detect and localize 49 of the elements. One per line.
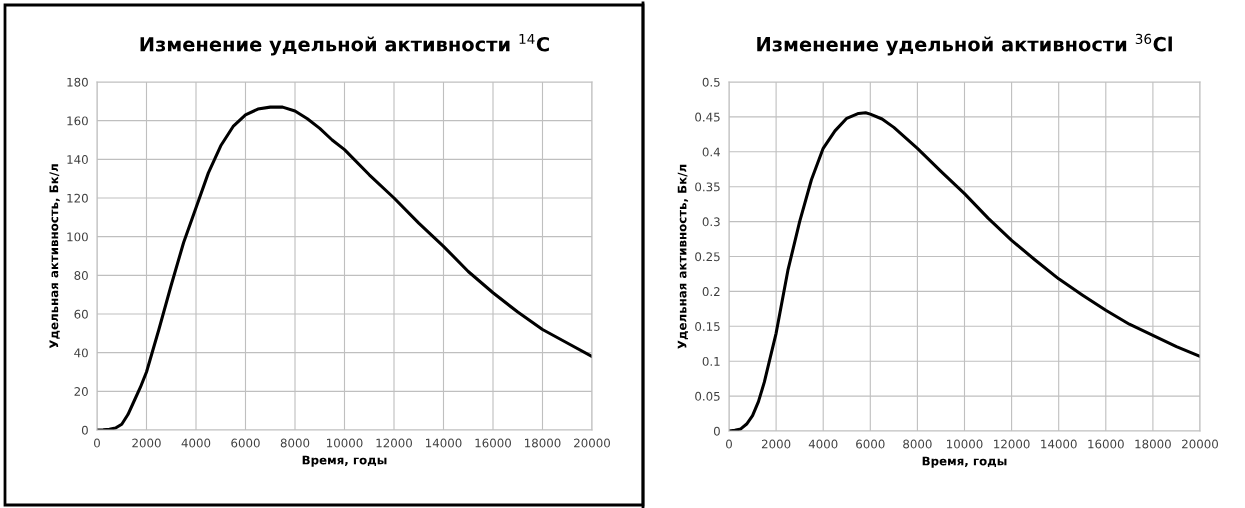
y-tick-label: 160 [67, 116, 88, 126]
chart-title: Изменение удельной активности $^{36}$Cl [757, 33, 1172, 56]
x-tick-label: 18000 [1135, 439, 1171, 449]
x-tick-label: 14000 [426, 438, 462, 448]
y-axis-title: Удельная активность, Бк/л [49, 164, 60, 349]
x-tick-label: 10000 [947, 439, 983, 449]
y-tick-label: 180 [67, 77, 88, 87]
y-tick-label: 0.35 [695, 182, 720, 192]
y-tick-label: 80 [74, 271, 88, 280]
x-tick-label: 0 [726, 439, 732, 449]
y-tick-label: 120 [67, 193, 88, 203]
y-tick-label: 60 [74, 309, 88, 319]
y-tick-label: 20 [74, 387, 88, 396]
x-tick-label: 18000 [525, 438, 561, 448]
y-axis-title: Удельная активность, Бк/л [677, 164, 689, 349]
y-tick-label: 0.45 [695, 112, 720, 122]
y-tick-label: 0.25 [695, 252, 720, 262]
y-tick-label: 100 [67, 232, 88, 242]
x-tick-label: 16000 [475, 438, 511, 448]
x-tick-label: 16000 [1088, 439, 1124, 449]
y-tick-label: 140 [67, 155, 88, 164]
x-tick-label: 6000 [231, 438, 260, 448]
y-tick-label: 0.4 [702, 147, 720, 157]
x-tick-label: 2000 [132, 438, 161, 448]
x-tick-label: 10000 [327, 438, 363, 448]
x-tick-label: 4000 [181, 438, 211, 448]
y-tick-label: 0.2 [702, 287, 720, 297]
y-tick-label: 40 [74, 348, 88, 358]
x-tick-label: 20000 [574, 438, 610, 448]
y-tick-label: 0.05 [695, 391, 720, 401]
y-tick-label: 0.1 [702, 356, 720, 366]
y-tick-label: 0 [713, 426, 720, 436]
x-tick-label: 2000 [761, 439, 791, 449]
y-tick-label: 0 [81, 425, 88, 435]
y-tick-label: 0.3 [702, 217, 720, 227]
x-tick-label: 12000 [994, 439, 1030, 449]
x-tick-label: 20000 [1182, 439, 1218, 449]
chart-title: Изменение удельной активности $^{14}$C [140, 33, 549, 56]
x-tick-label: 12000 [376, 438, 412, 448]
x-tick-label: 0 [94, 438, 100, 448]
x-axis-title: Время, годы [922, 456, 1007, 468]
y-tick-label: 0.15 [695, 322, 720, 331]
y-tick-label: 0.5 [702, 77, 720, 87]
x-tick-label: 6000 [856, 439, 885, 449]
x-tick-label: 8000 [903, 439, 932, 449]
x-tick-label: 4000 [808, 439, 838, 449]
x-tick-label: 8000 [280, 438, 310, 448]
x-tick-label: 14000 [1041, 439, 1077, 449]
x-axis-title: Время, годы [302, 455, 387, 467]
